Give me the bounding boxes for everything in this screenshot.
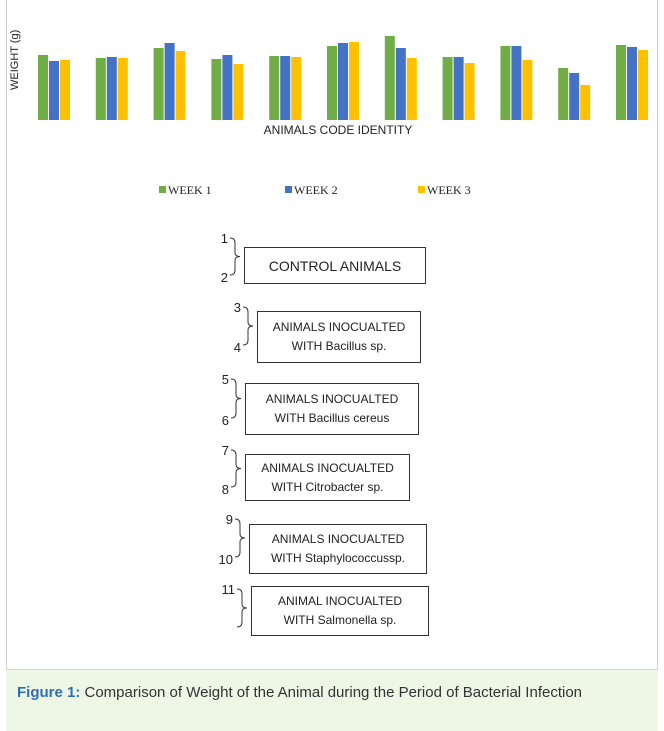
brace-6 (236, 588, 248, 628)
brace-3 (230, 378, 242, 419)
bar-week-2-animal-1 (49, 61, 59, 120)
group-number-top: 11 (222, 582, 236, 597)
bar-week-2-animal-6 (338, 43, 348, 120)
group-box-line: ANIMALS INOCUALTED (261, 460, 394, 475)
bar-week-3-animal-6 (349, 42, 359, 120)
group-number-bottom: 4 (234, 340, 241, 355)
group-box-1: CONTROL ANIMALS (244, 247, 426, 284)
bar-week-2-animal-4 (222, 55, 233, 120)
bar-week-3-animal-7 (406, 58, 417, 120)
brace-5 (234, 518, 246, 558)
bar-week-3-animal-3 (175, 51, 186, 120)
caption-text: Comparison of Weight of the Animal durin… (80, 684, 583, 701)
group-number-top: 7 (222, 443, 229, 458)
group-number-bottom: 10 (219, 552, 233, 567)
bar-week-1-animal-8 (442, 57, 453, 120)
bar-week-1-animal-10 (558, 68, 569, 120)
legend: WEEK 1 WEEK 2 WEEK 3 (159, 183, 471, 197)
group-number-top: 3 (234, 300, 241, 315)
bar-week-2-animal-11 (627, 47, 637, 120)
bar-week-2-animal-7 (395, 48, 406, 120)
bar-week-2-animal-8 (453, 57, 464, 120)
bar-week-3-animal-5 (291, 57, 302, 120)
group-box-line: WITH Salmonella sp. (283, 613, 397, 627)
legend-label-1: WEEK 1 (168, 183, 212, 197)
group-box-line: WITH Staphylococcussp. (270, 551, 406, 565)
group-box-2: ANIMALS INOCUALTED WITH Bacillus sp. (257, 311, 421, 363)
bar-week-3-animal-11 (638, 50, 648, 120)
caption-label: Figure 1: (17, 684, 81, 701)
group-box-line: WITH Bacillus sp. (291, 339, 387, 353)
x-axis-label: ANIMALS CODE IDENTITY (264, 123, 413, 137)
bar-week-3-animal-10 (580, 85, 591, 120)
legend-swatch-3 (418, 186, 425, 193)
bar-week-1-animal-3 (153, 48, 164, 120)
bar-week-2-animal-5 (280, 56, 291, 120)
legend-swatch-1 (159, 186, 166, 193)
bars-group (38, 36, 648, 120)
group-number-bottom: 2 (221, 270, 228, 285)
legend-label-3: WEEK 3 (427, 183, 471, 197)
group-box-5: ANIMALS INOCUALTED WITH Staphylococcussp. (249, 524, 427, 574)
bar-week-1-animal-9 (500, 46, 511, 120)
group-box-line: ANIMAL INOCUALTED (277, 594, 403, 608)
group-box-line: ANIMALS INOCUALTED (265, 392, 399, 406)
figure-caption: Figure 1: Comparison of Weight of the An… (6, 669, 658, 731)
group-box-line: WITH Citrobacter sp. (271, 479, 384, 494)
brace-4 (230, 449, 242, 488)
bar-week-1-animal-6 (327, 46, 337, 120)
group-box-line: WITH Bacillus cereus (274, 411, 390, 425)
group-number-top: 9 (226, 512, 233, 527)
group-box-line: ANIMALS INOCUALTED (271, 532, 405, 546)
group-number-top: 1 (221, 231, 228, 246)
bar-week-1-animal-5 (269, 56, 280, 120)
bar-week-1-animal-11 (616, 45, 626, 120)
group-number-bottom: 8 (222, 482, 229, 497)
group-box-3: ANIMALS INOCUALTED WITH Bacillus cereus (245, 383, 419, 435)
group-number-top: 5 (222, 372, 229, 387)
brace-2 (242, 306, 254, 346)
legend-swatch-2 (285, 186, 292, 193)
legend-label-2: WEEK 2 (294, 183, 338, 197)
group-number-bottom: 6 (222, 413, 229, 428)
bar-week-2-animal-3 (164, 43, 175, 120)
group-box-line: CONTROL ANIMALS (268, 257, 402, 274)
y-axis-label: WEIGHT (g) (9, 30, 21, 90)
brace-1 (229, 237, 241, 276)
bar-week-3-animal-2 (117, 58, 128, 120)
bar-week-3-animal-8 (464, 63, 475, 120)
bar-week-3-animal-1 (60, 60, 70, 120)
bar-week-1-animal-7 (384, 36, 395, 120)
bar-week-2-animal-10 (569, 73, 580, 120)
bar-week-2-animal-2 (106, 57, 117, 120)
bar-week-1-animal-2 (95, 58, 106, 120)
group-box-6: ANIMAL INOCUALTED WITH Salmonella sp. (251, 586, 429, 636)
group-box-line: ANIMALS INOCUALTED (272, 320, 406, 334)
bar-week-2-animal-9 (511, 46, 522, 120)
group-box-4: ANIMALS INOCUALTED WITH Citrobacter sp. (245, 454, 410, 501)
bar-week-1-animal-1 (38, 55, 48, 120)
bar-week-3-animal-4 (233, 64, 244, 120)
bar-week-3-animal-9 (522, 60, 533, 120)
bar-week-1-animal-4 (211, 59, 222, 120)
